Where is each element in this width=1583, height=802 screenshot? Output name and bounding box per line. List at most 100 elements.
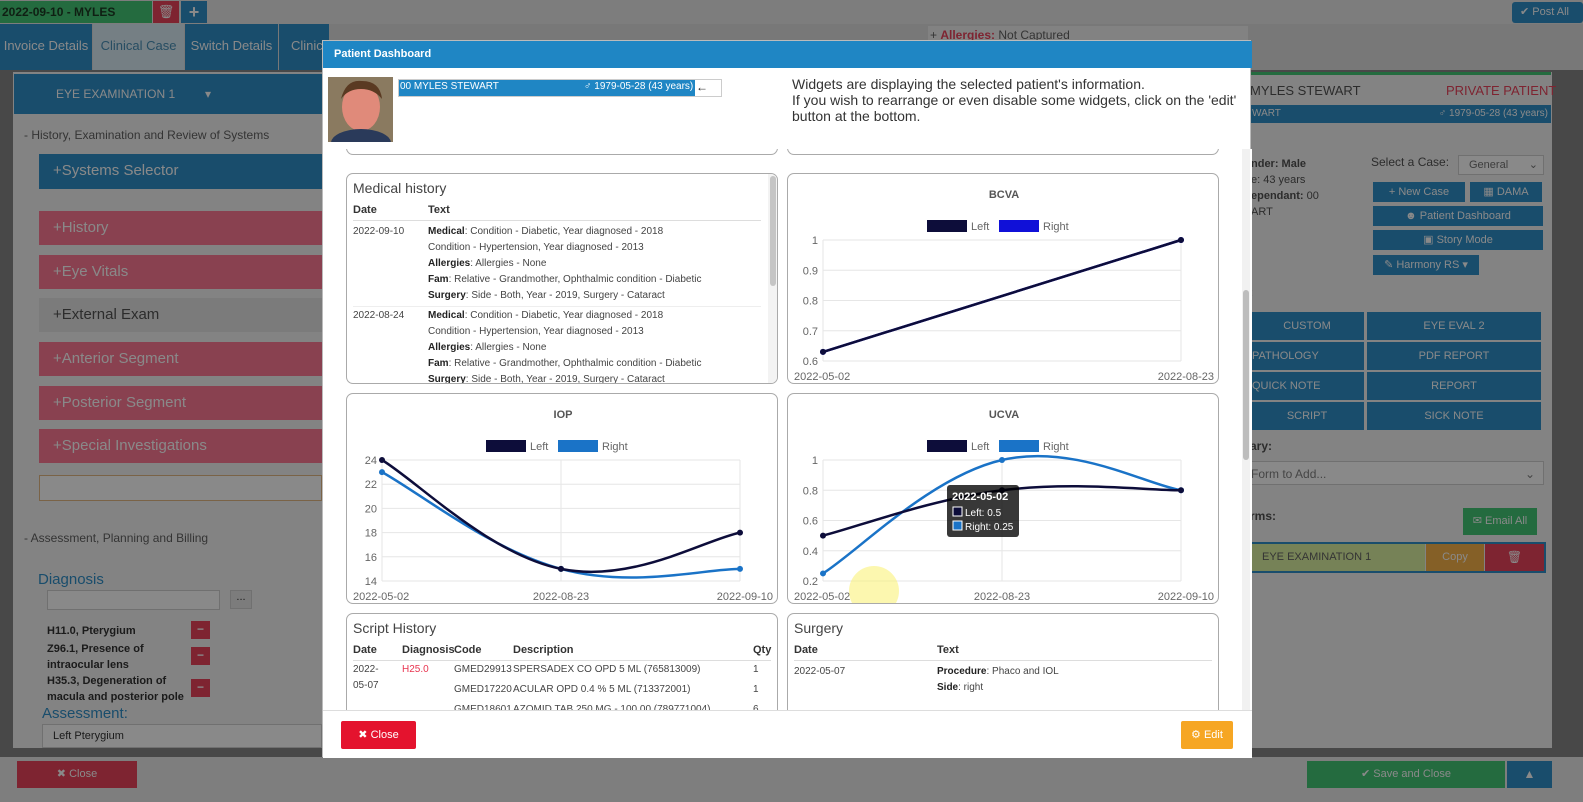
script-description: AZOMID TAB 250 MG - 100.00 (789771004) <box>513 704 711 710</box>
chart-title: BCVA <box>989 189 1019 201</box>
data-point <box>820 532 826 539</box>
data-point <box>999 457 1005 463</box>
modal-close-button[interactable]: ✖ Close <box>341 721 416 749</box>
info-text: Widgets are displaying the selected pati… <box>792 76 1242 124</box>
procedure-label: Procedure <box>937 666 987 677</box>
x-tick-label: 2022-05-02 <box>353 591 409 603</box>
side-label: Side <box>937 682 959 693</box>
surgery-side: Side: right <box>937 680 983 696</box>
patient-dob: ♂ 1979-05-28 (43 years) <box>584 81 694 92</box>
ucva-widget: UCVA Left Right 0.2 0.4 0.6 0.8 1 2022-05-02 2022… <box>787 393 1219 604</box>
script-diagnosis: H25.0 <box>402 664 429 675</box>
divider <box>353 660 771 661</box>
y-tick-label: 0.6 <box>803 516 818 528</box>
column-header: Date <box>353 204 377 216</box>
surgery-procedure: Procedure: Phaco and IOL <box>937 664 1059 680</box>
legend-swatch <box>999 440 1039 452</box>
iop-chart: IOP Left Right 14 16 18 20 22 24 2022-05-02 2022-0… <box>353 409 773 603</box>
chart-title: IOP <box>554 409 573 421</box>
y-tick-label: 0.8 <box>803 485 818 497</box>
history-line: Surgery: Side - Both, Year - 2019, Surge… <box>428 288 665 304</box>
x-tick-label: 2022-09-10 <box>1158 591 1214 603</box>
tooltip-title: 2022-05-02 <box>952 491 1008 503</box>
arrow-left-icon[interactable]: ← <box>696 80 708 94</box>
data-point <box>379 457 385 463</box>
legend-swatch <box>927 220 967 232</box>
history-line-label: Medical <box>428 310 465 321</box>
chart-title: UCVA <box>989 409 1019 421</box>
column-header: Diagnosis <box>402 644 455 656</box>
history-line-text: : Allergies - None <box>470 258 547 269</box>
bcva-widget: BCVA Left Right 0.6 0.7 0.8 0.9 1 2022-05-02 2022… <box>787 173 1219 384</box>
x-tick-label: 2022-08-23 <box>1158 371 1214 383</box>
data-point <box>1178 487 1184 494</box>
surgery-widget: Surgery Date Text 2022-05-07 Procedure: … <box>787 613 1219 710</box>
legend-label: Left <box>971 221 989 233</box>
legend-label: Right <box>602 441 628 453</box>
medical-history-title: Medical history <box>353 180 447 196</box>
legend-label: Left <box>530 441 548 453</box>
history-line-text: : Allergies - None <box>470 342 547 353</box>
y-tick-label: 18 <box>365 528 377 540</box>
script-qty: 1 <box>753 664 759 675</box>
modal-footer: ✖ Close ⚙ Edit <box>323 710 1252 758</box>
y-tick-label: 0.7 <box>803 326 818 338</box>
history-line: Condition - Hypertension, Year diagnosed… <box>428 240 644 256</box>
y-tick-label: 0.6 <box>803 356 818 368</box>
y-tick-label: 0.8 <box>803 296 818 308</box>
legend-swatch <box>558 440 598 452</box>
x-tick-label: 2022-05-02 <box>794 371 850 383</box>
script-history-title: Script History <box>353 620 437 636</box>
medical-history-widget: Medical history Date Text 2022-09-10 Medi… <box>346 173 778 384</box>
x-tick-label: 2022-05-02 <box>794 591 850 603</box>
cursor-highlight <box>849 566 899 603</box>
data-point <box>379 469 385 476</box>
history-line: Fam: Relative - Grandmother, Ophthalmic … <box>428 272 701 288</box>
y-tick-label: 0.9 <box>803 265 818 277</box>
data-point <box>1178 237 1184 243</box>
patient-photo <box>328 77 393 142</box>
history-line-label: Fam <box>428 274 449 285</box>
column-header: Code <box>454 644 482 656</box>
history-line: Fam: Relative - Grandmother, Ophthalmic … <box>428 356 701 372</box>
widget-card-partial <box>346 149 778 155</box>
surgery-date: 2022-05-07 <box>794 666 846 677</box>
tooltip-line: Right: 0.25 <box>965 522 1014 533</box>
legend-label: Right <box>1043 221 1069 233</box>
history-line-label: Medical <box>428 226 465 237</box>
divider <box>353 220 761 221</box>
y-tick-label: 20 <box>365 503 377 515</box>
patient-dashboard-modal: Patient Dashboard 00 MYLES STEWART ♂ 197… <box>322 40 1252 758</box>
patient-selector-fill <box>399 80 695 96</box>
patient-name: 00 MYLES STEWART <box>400 81 499 92</box>
data-point <box>737 529 743 536</box>
y-tick-label: 0.2 <box>803 576 818 588</box>
widget-area[interactable]: Medical history Date Text 2022-09-10 Medi… <box>323 149 1252 710</box>
scrollbar[interactable] <box>1242 149 1250 710</box>
scrollbar[interactable] <box>768 174 777 383</box>
scrollbar-thumb[interactable] <box>770 176 776 286</box>
scrollbar-thumb[interactable] <box>1243 290 1249 460</box>
patient-selector[interactable]: 00 MYLES STEWART ♂ 1979-05-28 (43 years)… <box>398 79 722 97</box>
history-line: Allergies: Allergies - None <box>428 256 546 272</box>
y-tick-label: 24 <box>365 455 377 467</box>
series-line <box>822 238 1182 354</box>
widget-card-partial <box>787 149 1219 155</box>
history-line-text: : Relative - Grandmother, Ophthalmic con… <box>448 274 702 285</box>
divider <box>353 306 761 307</box>
script-code: GMED29913 <box>454 664 512 675</box>
tooltip-box <box>947 485 1019 537</box>
history-line-text: Condition - Hypertension, Year diagnosed… <box>428 242 644 253</box>
script-description: ACULAR OPD 0.4 % 5 ML (713372001) <box>513 684 691 695</box>
script-qty: 1 <box>753 684 759 695</box>
info-line-1: Widgets are displaying the selected pati… <box>792 76 1145 92</box>
history-line-label: Surgery <box>428 290 466 301</box>
history-line: Allergies: Allergies - None <box>428 340 546 356</box>
bcva-chart: BCVA Left Right 0.6 0.7 0.8 0.9 1 2022-05-02 2022… <box>794 189 1214 383</box>
column-header: Date <box>794 644 818 656</box>
modal-header: Patient Dashboard <box>323 41 1252 68</box>
history-line: Medical: Condition - Diabetic, Year diag… <box>428 308 663 324</box>
iop-widget: IOP Left Right 14 16 18 20 22 24 2022-05-02 2022-0… <box>346 393 778 604</box>
modal-edit-button[interactable]: ⚙ Edit <box>1181 721 1233 749</box>
legend-label: Right <box>1043 441 1069 453</box>
